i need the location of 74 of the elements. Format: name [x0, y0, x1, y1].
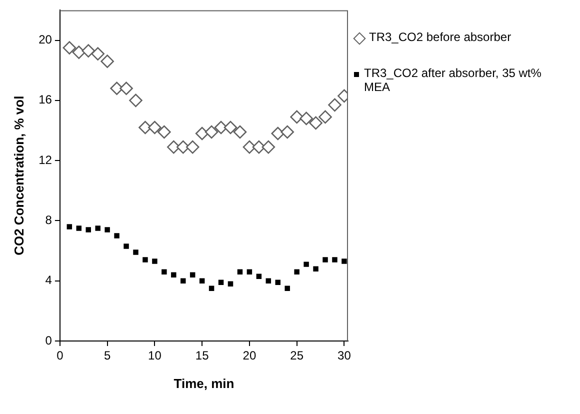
y-tick-label: 0	[45, 333, 52, 348]
point	[190, 272, 196, 278]
point	[171, 272, 176, 278]
x-tick-label: 25	[290, 348, 304, 363]
y-tick-label: 4	[45, 273, 52, 288]
point	[114, 233, 120, 238]
point	[309, 116, 322, 130]
point	[332, 257, 338, 262]
point	[186, 140, 200, 154]
point	[237, 269, 243, 274]
point	[204, 125, 218, 139]
y-tick-label: 16	[38, 92, 52, 107]
x-tick-label: 10	[148, 348, 162, 363]
point	[252, 140, 266, 154]
point	[124, 244, 129, 249]
point	[95, 226, 100, 231]
y-tick-label: 12	[38, 152, 52, 167]
point	[148, 120, 162, 134]
y-tick-label: 8	[45, 213, 52, 228]
point	[266, 278, 272, 284]
point	[246, 269, 252, 274]
point	[120, 82, 133, 96]
point	[133, 250, 138, 255]
point	[256, 274, 262, 279]
point	[158, 125, 171, 139]
x-tick-label: 20	[242, 348, 256, 363]
point	[300, 112, 313, 126]
point	[142, 257, 148, 262]
point	[280, 125, 294, 139]
point	[86, 227, 91, 232]
point	[199, 278, 205, 284]
point	[62, 41, 76, 54]
x-tick-label: 15	[195, 348, 210, 363]
point	[176, 140, 190, 154]
point	[82, 44, 96, 58]
point	[294, 269, 300, 274]
point	[72, 46, 86, 59]
x-axis-title: Time, min	[174, 376, 234, 391]
point	[110, 82, 124, 96]
point	[313, 266, 318, 272]
point	[162, 269, 167, 274]
point	[304, 262, 309, 267]
point	[322, 257, 328, 262]
legend-label: TR3_CO2 after absorber, 35 wt% MEA	[364, 66, 542, 94]
x-tick-label: 5	[104, 348, 111, 363]
point	[129, 94, 142, 108]
point	[76, 226, 82, 231]
point	[218, 280, 224, 285]
point	[224, 120, 238, 134]
point	[290, 110, 304, 124]
point	[233, 125, 247, 139]
y-axis-title: CO2 Concentration, % vol	[11, 96, 26, 256]
point	[342, 258, 347, 264]
point	[104, 227, 110, 232]
point	[208, 286, 214, 291]
point	[66, 224, 72, 230]
point	[318, 110, 332, 124]
y-tick-label: 20	[38, 32, 52, 47]
point	[138, 120, 152, 134]
point	[180, 278, 186, 284]
point	[152, 258, 158, 264]
point	[195, 126, 209, 140]
point	[275, 280, 281, 285]
point	[100, 54, 114, 68]
x-tick-label: 30	[338, 348, 352, 363]
point	[91, 47, 104, 60]
x-tick-label: 0	[56, 348, 64, 363]
point	[328, 98, 342, 112]
point	[284, 286, 290, 291]
point	[167, 140, 180, 154]
legend-label: TR3_CO2 before absorber	[369, 30, 512, 44]
point	[228, 281, 234, 286]
point	[271, 126, 285, 140]
point	[262, 140, 276, 154]
